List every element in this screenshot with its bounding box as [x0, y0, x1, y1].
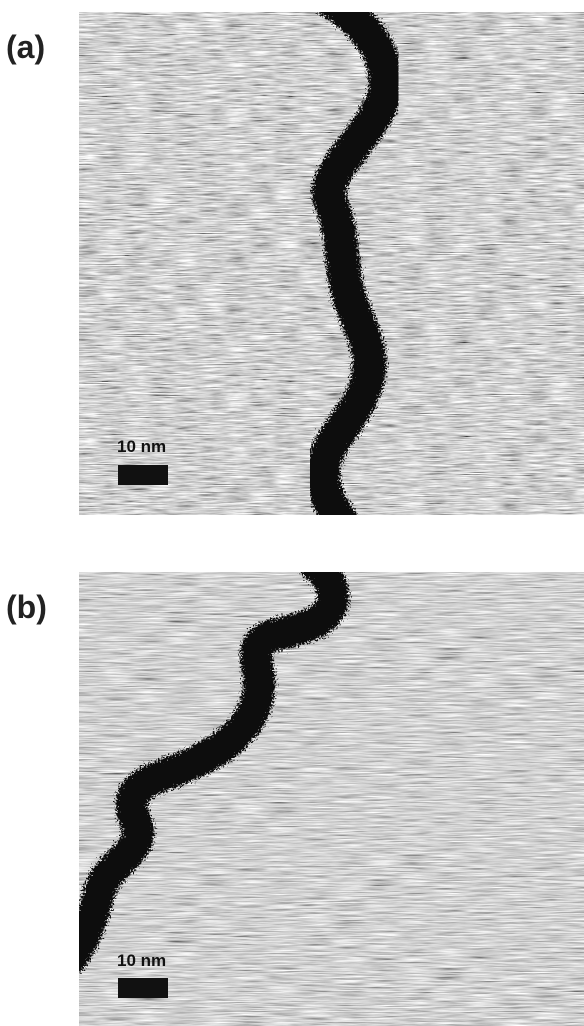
panel-label: (a): [6, 29, 45, 65]
scale-bar-label: 10 nm: [117, 951, 166, 970]
panel-label: (b): [6, 589, 47, 625]
scale-bar-label: 10 nm: [117, 437, 166, 456]
scale-bar: [118, 978, 168, 998]
scale-bar: [118, 465, 168, 485]
figure: (a) 10 nm (b) 10 nm: [0, 0, 584, 1026]
